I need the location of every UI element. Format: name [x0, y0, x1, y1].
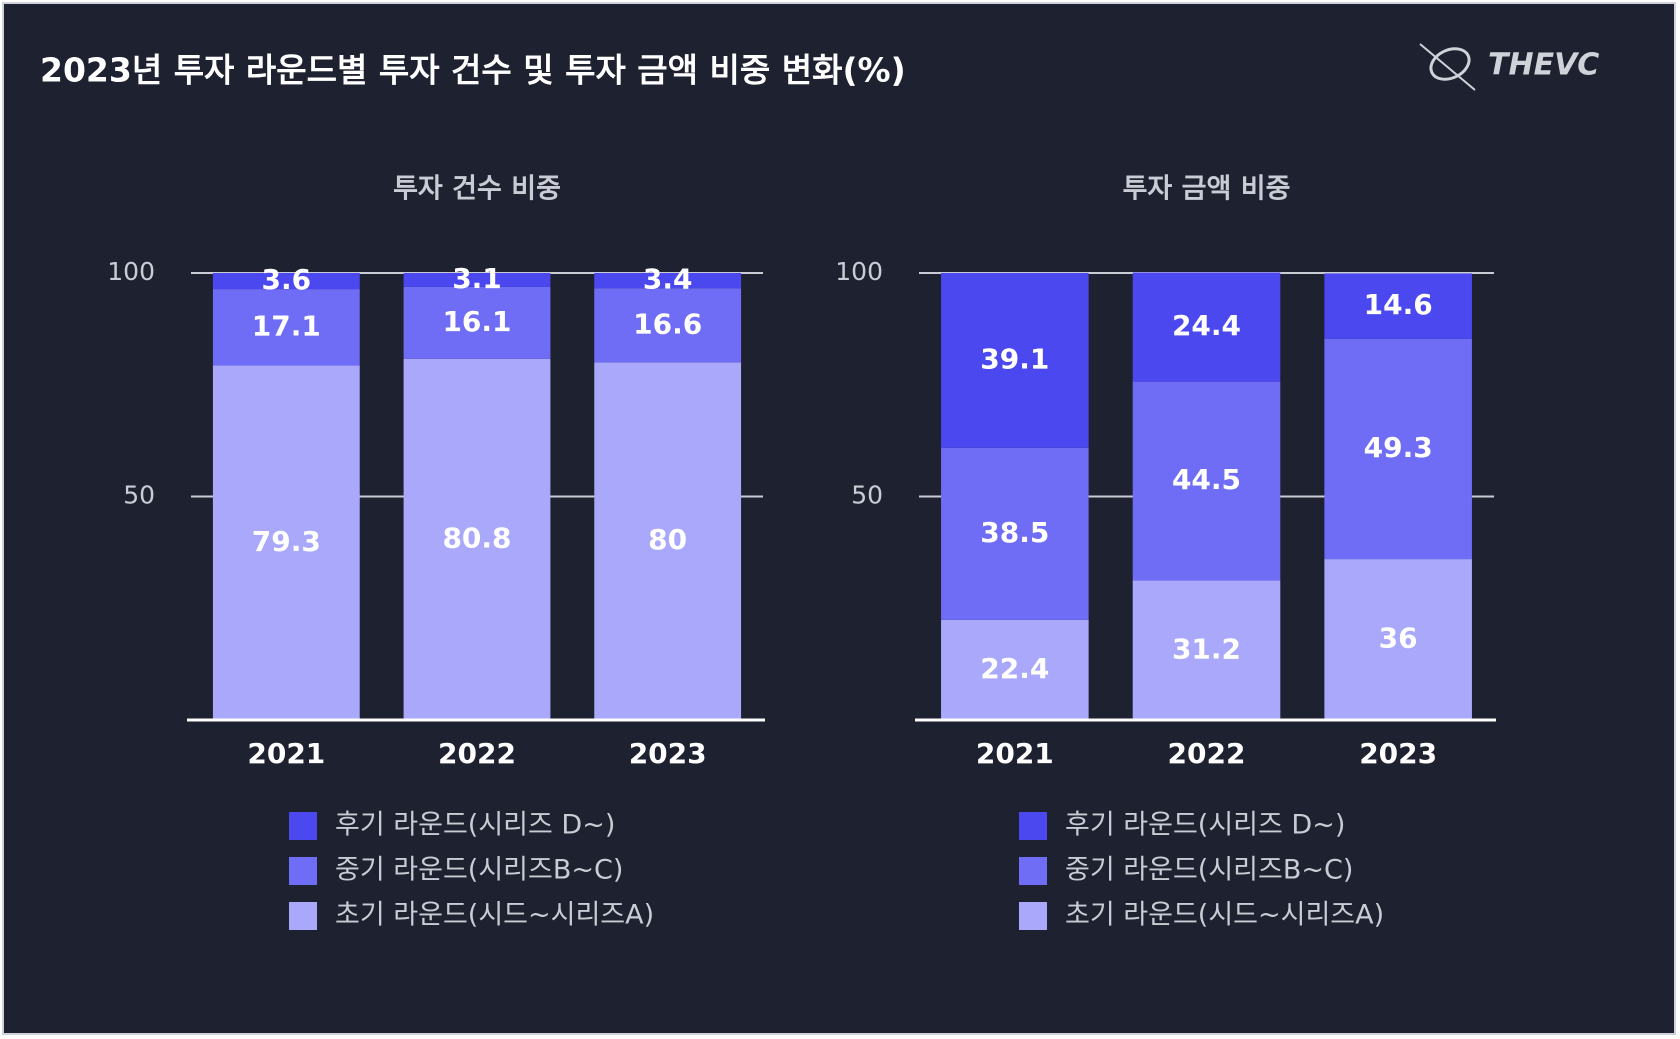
bar-segment: [594, 362, 742, 720]
x-tick-label: 2023: [629, 737, 707, 770]
data-label: 17.1: [252, 309, 321, 342]
logo-icon: [1429, 47, 1471, 81]
chart-title: 투자 건수 비중: [393, 174, 561, 205]
data-label: 31.2: [1172, 632, 1241, 665]
legend-swatch: [1019, 902, 1047, 930]
data-label: 3.4: [643, 263, 693, 296]
data-label: 80.8: [442, 521, 511, 554]
bar-segment: [212, 289, 360, 366]
bar-segment: [1324, 273, 1472, 339]
y-tick-label: 100: [107, 257, 155, 286]
bar-segment: [403, 273, 551, 287]
y-tick-label: 100: [835, 257, 883, 286]
bar-segment: [1132, 272, 1281, 382]
x-tick-label: 2022: [438, 737, 516, 770]
y-tick-label: 50: [123, 481, 155, 510]
x-tick-label: 2021: [976, 737, 1054, 770]
legend-label: 중기 라운드(시리즈B~C): [1065, 855, 1353, 886]
legend-label: 초기 라운드(시드~시리즈A): [1065, 900, 1384, 931]
bar-segment: [594, 273, 742, 289]
legend-swatch: [289, 812, 317, 840]
data-label: 38.5: [980, 516, 1049, 549]
bar-segment: [212, 273, 360, 290]
data-label: 22.4: [980, 652, 1049, 685]
bar-segment: [403, 358, 551, 720]
bar-segment: [212, 365, 360, 720]
data-label: 16.6: [633, 307, 702, 340]
data-label: 36: [1379, 622, 1418, 655]
bar-segment: [1324, 338, 1472, 560]
chart-title: 투자 금액 비중: [1123, 174, 1291, 205]
data-label: 44.5: [1172, 463, 1241, 496]
x-tick-label: 2023: [1359, 737, 1437, 770]
data-label: 49.3: [1364, 431, 1433, 464]
x-tick-label: 2022: [1168, 737, 1246, 770]
data-label: 79.3: [252, 525, 321, 558]
data-label: 24.4: [1172, 309, 1241, 342]
legend-label: 초기 라운드(시드~시리즈A): [335, 900, 654, 931]
x-tick-label: 2021: [247, 737, 325, 770]
legend-swatch: [1019, 857, 1047, 885]
logo: THEVC: [1419, 43, 1599, 91]
legend-swatch: [289, 857, 317, 885]
bar-segment: [403, 286, 551, 359]
bar-segment: [941, 273, 1089, 448]
data-label: 3.1: [452, 262, 502, 295]
legend-swatch: [1019, 812, 1047, 840]
data-label: 3.6: [262, 263, 312, 296]
data-label: 39.1: [980, 342, 1049, 375]
legend-label: 후기 라운드(시리즈 D~): [335, 810, 615, 841]
data-label: 14.6: [1364, 288, 1433, 321]
legend-label: 후기 라운드(시리즈 D~): [1065, 810, 1345, 841]
y-tick-label: 50: [851, 481, 883, 510]
legend-label: 중기 라운드(시리즈B~C): [335, 855, 623, 886]
bar-segment: [1132, 381, 1281, 581]
legend-swatch: [289, 902, 317, 930]
data-label: 80: [648, 523, 687, 556]
logo-text: THEVC: [1488, 48, 1599, 83]
page-title: 2023년 투자 라운드별 투자 건수 및 투자 금액 비중 변화(%): [40, 51, 906, 90]
bar-segment: [941, 447, 1089, 620]
logo-icon: [1419, 43, 1476, 91]
data-label: 16.1: [442, 305, 511, 338]
bar-segment: [1132, 580, 1281, 720]
bar-segment: [1324, 559, 1472, 720]
bar-segment: [594, 288, 742, 363]
bar-segment: [941, 619, 1089, 720]
